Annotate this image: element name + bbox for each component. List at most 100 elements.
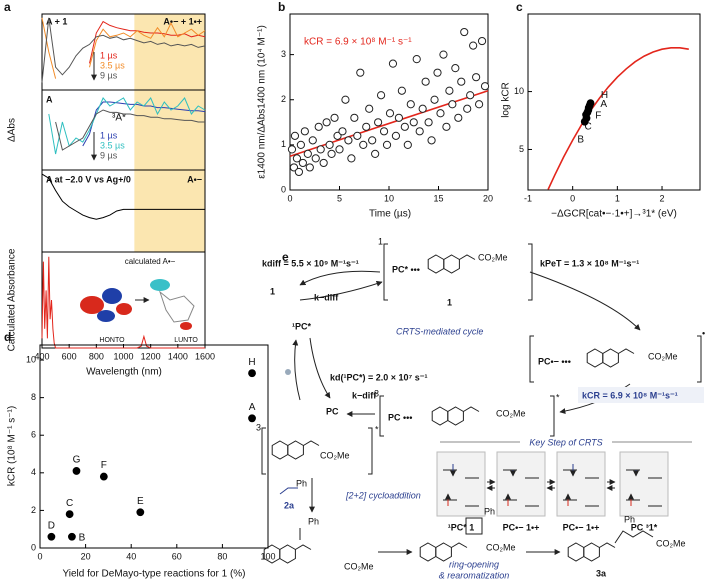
data-point [350,113,359,122]
group-label: CO₂Me [478,252,508,262]
molecule [567,542,616,562]
rate-label: kPeT = 1.3 × 10⁸ M⁻¹s⁻¹ [540,258,639,268]
data-point [325,140,334,149]
x-tick-label: 1 [615,193,620,203]
chain [614,530,654,544]
series-line [48,97,206,155]
annotation: ³A* [112,113,126,124]
series-line [89,20,206,64]
point-label: C [66,498,73,509]
species-label: PC [326,406,339,416]
rate-label: k−diff [352,390,377,400]
data-point [365,104,374,113]
molecule [271,440,320,460]
data-point [333,131,342,140]
orbital-lobe [102,288,122,304]
bracket [261,427,266,475]
inset-title: calculated A•− [125,257,176,266]
y-tick-label: 0 [281,184,286,194]
state-label: PC•− 1•+ [503,522,540,532]
data-point [311,154,320,163]
data-point [385,109,395,118]
data-point [292,154,302,163]
x-tick-label: 20 [81,551,91,561]
arrow [529,271,641,331]
data-point [469,41,478,50]
x-tick-label: 5 [337,193,342,203]
data-point [344,136,353,145]
y-tick-label: 10 [26,354,36,364]
orbital-lobe [180,322,192,330]
highlight-region [134,170,205,252]
bracket-mark: 3 [256,422,261,432]
data-point [439,50,448,59]
x-tick-label: 15 [433,193,443,203]
point-label: F [101,460,107,471]
inset-orbitals [80,279,195,330]
data-point [418,104,427,113]
data-point [136,508,145,517]
cyclobutane [465,517,483,535]
x-tick-label: 0 [570,193,575,203]
series-line [41,256,205,349]
group-label: CO₂Me [496,408,526,418]
point-label: C [584,121,591,132]
plot-label: A + 1 [46,16,67,26]
inset-molecule [158,290,195,323]
x-tick-label: 1600 [195,351,215,361]
y-axis-title: kCR (10⁸ M⁻¹ s⁻¹) [7,406,18,486]
x-axis-title: Time (µs) [369,209,411,220]
data-point [448,100,457,109]
legend-label: 3.5 µs [100,140,125,150]
rate-label: k−diff [314,292,339,302]
bracket [379,395,384,437]
y-tick-label: 10 [514,86,524,96]
orbital-lobe [116,303,132,315]
data-point [341,95,350,104]
x-tick-label: 800 [89,351,104,361]
y-tick-label: 2 [31,505,36,515]
data-point [582,114,591,123]
point-label: H [601,90,608,101]
legend-label: 1 µs [100,130,118,140]
product-label: 3a [596,568,607,578]
x-tick-label: 80 [217,551,227,561]
data-point [403,140,412,149]
data-point [397,86,406,95]
data-point [436,109,445,118]
highlight-region [134,90,205,170]
vinyl [279,487,298,495]
point-label: E [137,496,144,507]
series-line [41,17,206,79]
y-axis-title: ΔAbs [7,118,18,142]
arrow [309,337,331,399]
data-point [394,113,403,122]
group-label: Ph [484,506,495,516]
group-label: CO₂Me [320,450,350,460]
bracket [697,335,702,383]
data-point [316,145,325,154]
plot-label: A [46,94,53,104]
data-point [427,136,436,145]
orbital-lobe [150,279,170,291]
species-label: ¹PC* [292,321,311,331]
y-axis-title: Calculated Absorbance [7,248,18,351]
data-point [424,118,433,127]
point-label: A [600,99,607,110]
panel-label: a [4,0,11,14]
plot-frame [39,344,269,549]
complex-label: PC* ••• [392,264,420,274]
y-tick-label: 0 [31,542,36,552]
bracket-mark: * [375,424,379,434]
data-point [400,122,409,131]
point-label: G [73,455,81,466]
annotation: kCR = 6.9 × 10⁸ M⁻¹ s⁻¹ [304,37,412,48]
data-point [412,55,421,64]
bracket-mark: 3 [374,388,379,398]
molecule [431,406,480,426]
data-point [409,118,418,127]
data-point [356,68,365,77]
data-point [480,82,490,91]
point-label: A [249,402,256,413]
state-label: ¹PC* 1 [448,522,475,532]
